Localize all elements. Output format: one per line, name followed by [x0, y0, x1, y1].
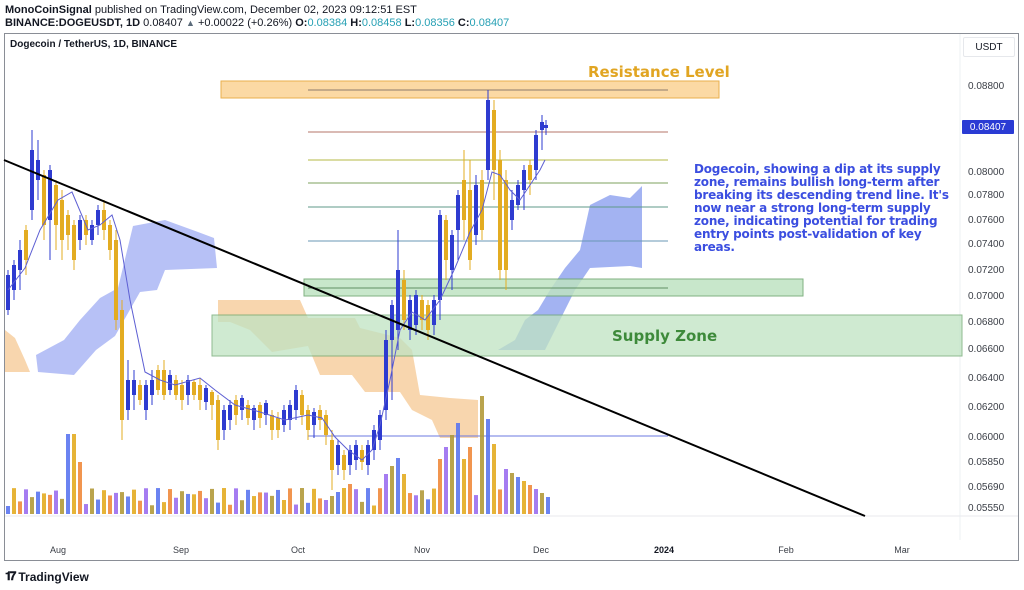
moving-average-line — [7, 159, 546, 461]
time-axis-label: Aug — [50, 545, 66, 555]
supply-zone-label: Supply Zone — [612, 327, 718, 345]
ichimoku-cloud — [5, 186, 642, 438]
open-value: 0.08384 — [307, 17, 348, 29]
published-text: published on TradingView.com, December 0… — [94, 4, 417, 16]
analysis-note: Dogecoin, showing a dip at its supply zo… — [694, 162, 949, 254]
open-label: O: — [295, 17, 308, 29]
price-axis-label: 0.07000 — [968, 291, 1005, 302]
close-label: C: — [457, 17, 470, 29]
price-axis-label: 0.05850 — [968, 457, 1005, 468]
price-axis-label: 0.06200 — [968, 402, 1005, 413]
low-label: L: — [404, 17, 416, 29]
price-axis-label: 0.06800 — [968, 317, 1005, 328]
time-axis[interactable]: Aug Sep Oct Nov Dec 2024 Feb Mar — [50, 545, 910, 555]
price-axis-label: 0.07200 — [968, 265, 1005, 276]
price-axis-label: 0.07800 — [968, 190, 1005, 201]
price-change: +0.00022 (+0.26%) — [197, 17, 293, 29]
price-axis-label: 0.06400 — [968, 373, 1005, 384]
price-axis-label: 0.07600 — [968, 215, 1005, 226]
symbol-name: BINANCE:DOGEUSDT, 1D — [5, 17, 141, 29]
volume-bars — [6, 396, 550, 514]
time-axis-label: Mar — [894, 545, 910, 555]
time-axis-label: Dec — [533, 545, 550, 555]
price-axis-label: 0.05690 — [968, 482, 1005, 493]
price-axis-label: 0.06600 — [968, 344, 1005, 355]
tradingview-logo-icon[interactable]: 𝟏𝟕 — [5, 569, 16, 583]
footer: 𝟏𝟕 TradingView — [5, 569, 89, 584]
author-name[interactable]: MonoCoinSignal — [5, 4, 92, 16]
high-value: 0.08458 — [361, 17, 402, 29]
price-axis-label: 0.08000 — [968, 167, 1005, 178]
time-axis-label: Feb — [778, 545, 794, 555]
price-axis-label: 0.08800 — [968, 81, 1005, 92]
up-triangle-icon: ▲ — [185, 18, 195, 28]
price-axis-label: 0.05550 — [968, 503, 1005, 514]
price-axis[interactable]: 0.08800 0.08000 0.07800 0.07600 0.07400 0.072… — [968, 81, 1005, 514]
last-price: 0.08407 — [143, 17, 183, 29]
price-axis-label: 0.07400 — [968, 239, 1005, 250]
time-axis-label: 2024 — [654, 545, 674, 555]
publication-info: MonoCoinSignal published on TradingView.… — [5, 4, 417, 17]
supply-zone[interactable] — [211, 314, 963, 357]
descending-trendline[interactable] — [3, 159, 866, 517]
time-axis-label: Sep — [173, 545, 189, 555]
chart-title: Dogecoin / TetherUS, 1D, BINANCE — [10, 39, 178, 50]
symbol-info: BINANCE:DOGEUSDT, 1D 0.08407 ▲ +0.00022 … — [5, 17, 509, 30]
time-axis-label: Nov — [414, 545, 431, 555]
high-label: H: — [350, 17, 362, 29]
candlesticks — [6, 90, 548, 490]
currency-selector[interactable]: USDT — [963, 37, 1015, 57]
close-value: 0.08407 — [469, 17, 510, 29]
resistance-level-label: Resistance Level — [588, 63, 730, 81]
price-axis-label: 0.06000 — [968, 432, 1005, 443]
current-price-tag: 0.08407 — [962, 120, 1014, 134]
brand-name[interactable]: TradingView — [18, 569, 89, 584]
time-axis-label: Oct — [291, 545, 306, 555]
low-value: 0.08356 — [415, 17, 455, 29]
